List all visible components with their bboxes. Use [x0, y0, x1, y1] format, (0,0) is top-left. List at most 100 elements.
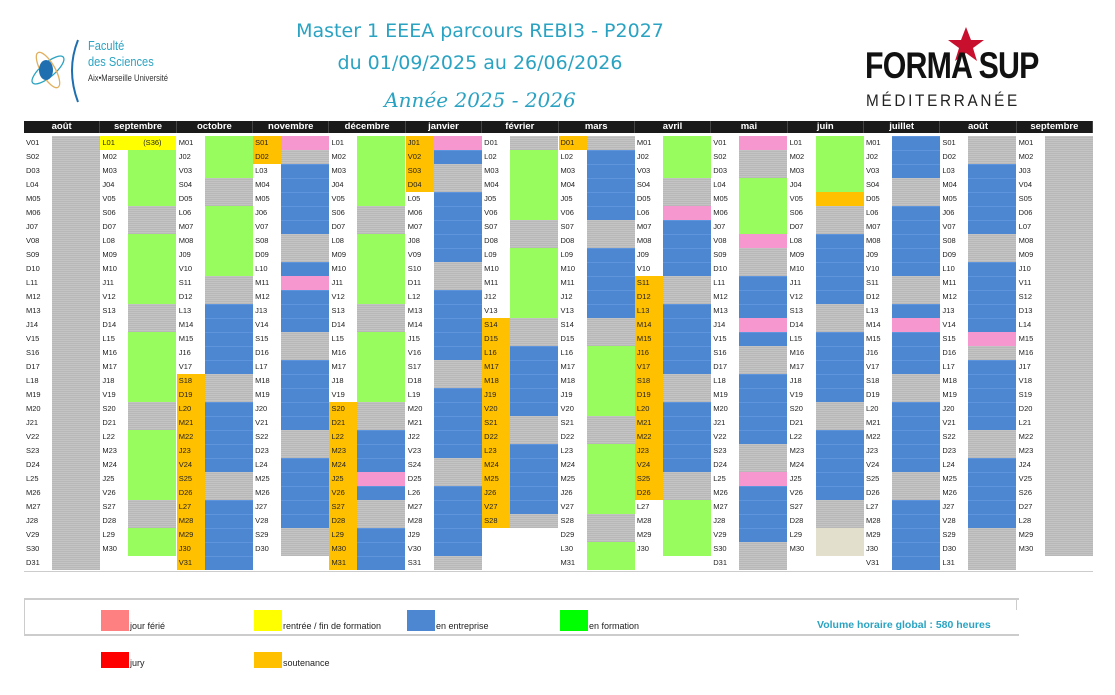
day-status-cell [1044, 150, 1093, 164]
day-row: L24 [940, 458, 1017, 472]
day-label: J20 [253, 402, 282, 416]
day-label: D18 [405, 374, 434, 388]
day-status-cell [739, 416, 788, 430]
day-status-cell [968, 164, 1017, 178]
day-label: S03 [405, 164, 434, 178]
day-status-cell [586, 332, 635, 346]
day-status-cell [891, 416, 940, 430]
day-label: D03 [711, 164, 740, 178]
legend-item-jury: jury [101, 652, 145, 668]
day-status-cell [891, 500, 940, 514]
day-status-cell [52, 164, 100, 178]
day-label: M11 [253, 276, 282, 290]
day-status-cell [204, 220, 253, 234]
day-status-cell [52, 514, 100, 528]
day-status-cell [128, 234, 177, 248]
day-label: L29 [100, 528, 129, 542]
day-status-cell [204, 304, 253, 318]
day-status-cell [281, 556, 330, 570]
day-label: S22 [253, 430, 282, 444]
day-status-cell [891, 360, 940, 374]
day-label: V10 [634, 262, 663, 276]
day-row: D24 [711, 458, 788, 472]
day-label: J30 [634, 542, 663, 556]
day-status-cell [281, 500, 330, 514]
day-row: L26 [405, 486, 482, 500]
day-label: D19 [634, 388, 663, 402]
day-status-cell [739, 318, 788, 332]
day-label: M21 [863, 416, 892, 430]
day-label: S26 [1016, 486, 1045, 500]
day-status-cell [739, 556, 788, 570]
day-row: S13 [329, 304, 406, 318]
day-label: L15 [329, 332, 358, 346]
day-row: M03 [329, 164, 406, 178]
day-status-cell [739, 528, 788, 542]
day-row: L01 [787, 136, 864, 150]
day-label: S07 [558, 220, 587, 234]
day-row: J09 [176, 248, 253, 262]
day-label: M12 [253, 290, 282, 304]
day-label: L02 [558, 150, 587, 164]
faculty-logo-line2: des Sciences [88, 54, 154, 69]
day-label: S04 [863, 178, 892, 192]
day-rows: D01 L02 M03 M04 J05 V06 S07 D08 L09 M10 M11 J12 V13 S… [558, 133, 635, 570]
day-status-cell [281, 402, 330, 416]
day-row: S23 [24, 444, 100, 458]
day-row: D28 [100, 514, 177, 528]
day-label: S02 [711, 150, 740, 164]
day-label: V17 [634, 360, 663, 374]
day-label: M02 [100, 150, 129, 164]
day-label: S24 [405, 458, 434, 472]
day-row: V10 [863, 262, 940, 276]
day-status-cell [968, 556, 1017, 570]
month-column: décembre L01 M02 M03 J04 V05 S06 D07 L08 M09 M10 J1… [329, 121, 406, 571]
day-row: M27 [711, 500, 788, 514]
day-status-cell [204, 248, 253, 262]
day-status-cell [510, 206, 559, 220]
day-label: M06 [405, 206, 434, 220]
day-label: J14 [711, 318, 740, 332]
day-label: S20 [100, 402, 129, 416]
day-status-cell [662, 486, 711, 500]
day-status-cell [128, 304, 177, 318]
day-row: M16 [787, 346, 864, 360]
day-row: S16 [24, 346, 100, 360]
day-status-cell [1044, 164, 1093, 178]
day-label: S16 [711, 346, 740, 360]
day-status-cell [52, 220, 100, 234]
day-label: J26 [482, 486, 511, 500]
day-row: M10 [482, 262, 559, 276]
day-row: S04 [634, 178, 711, 192]
day-label: V06 [482, 206, 511, 220]
day-row: S27 [787, 500, 864, 514]
day-status-cell [968, 248, 1017, 262]
day-status-cell [1044, 220, 1093, 234]
day-row: S22 [940, 430, 1017, 444]
day-label: L27 [634, 500, 663, 514]
day-label: V21 [253, 416, 282, 430]
day-status-cell [128, 318, 177, 332]
day-label: M07 [405, 220, 434, 234]
day-rows: V01 S02 D03 L04 M05 M06 J07 V08 S09 D10 L11 M12 M13 J… [24, 133, 100, 570]
day-label: M16 [787, 346, 816, 360]
day-label: J19 [558, 388, 587, 402]
day-row: D15 [558, 332, 635, 346]
legend-divider [1016, 598, 1017, 610]
day-row: L16 [558, 346, 635, 360]
day-row: V07 [940, 220, 1017, 234]
day-label: L24 [940, 458, 969, 472]
day-status-cell [281, 360, 330, 374]
day-label: M26 [711, 486, 740, 500]
day-status-cell [52, 500, 100, 514]
day-row: V03 [863, 164, 940, 178]
day-label: J11 [100, 276, 129, 290]
day-status-cell [815, 500, 864, 514]
day-label: M15 [634, 332, 663, 346]
day-status-cell [433, 542, 482, 556]
day-row: V05 [100, 192, 177, 206]
day-row: J25 [787, 472, 864, 486]
day-label: V13 [482, 304, 511, 318]
day-row: M23 [787, 444, 864, 458]
day-row: L10 [940, 262, 1017, 276]
